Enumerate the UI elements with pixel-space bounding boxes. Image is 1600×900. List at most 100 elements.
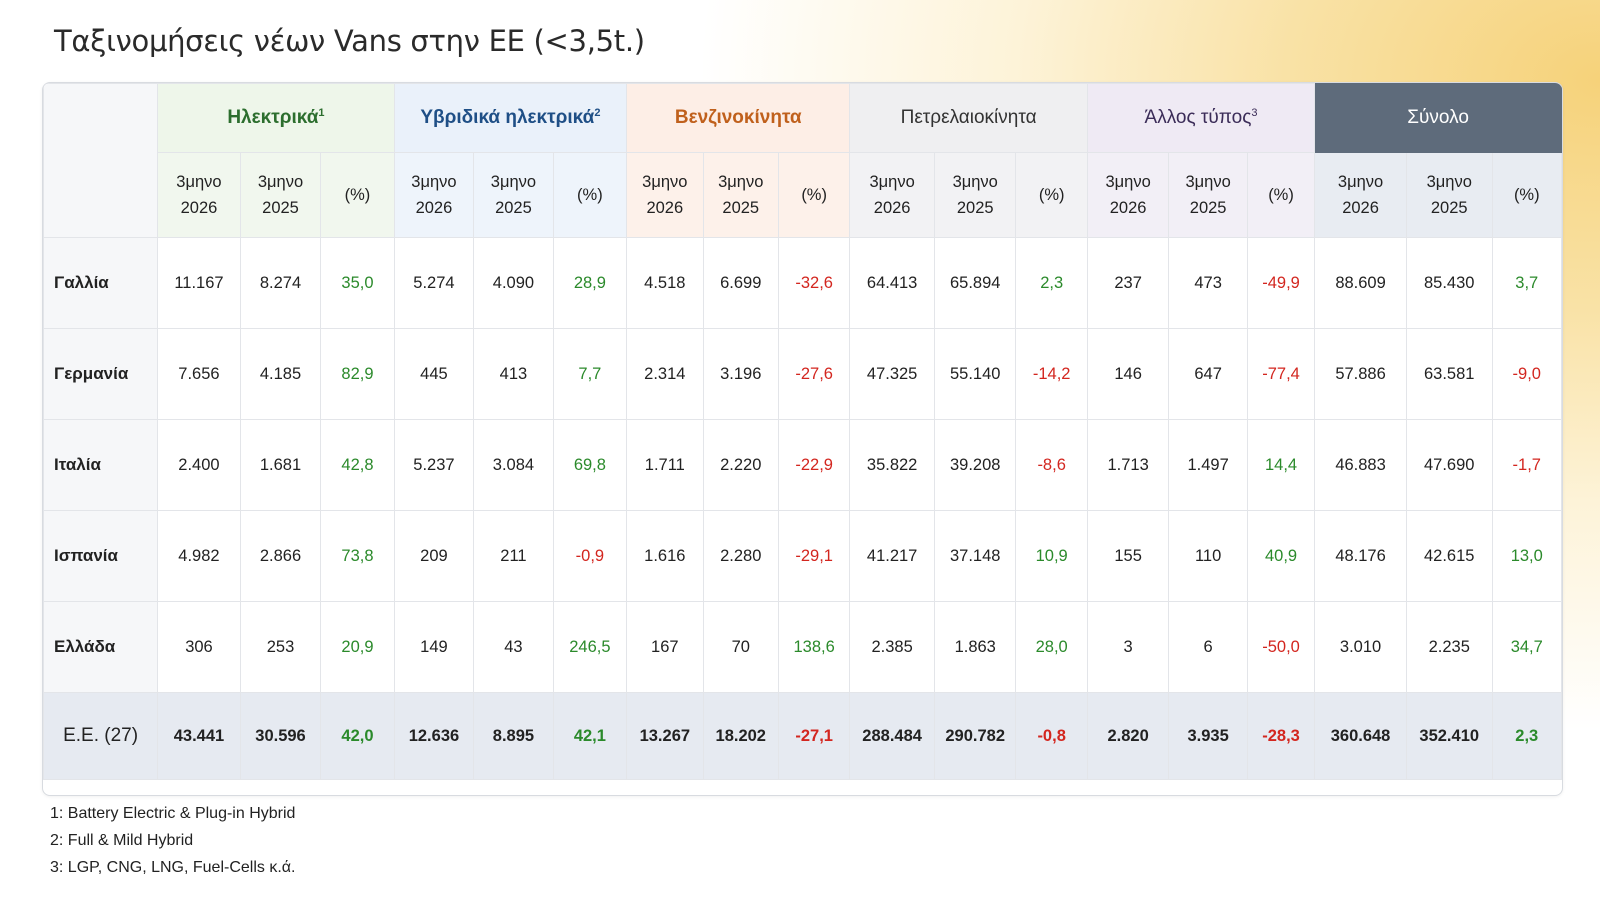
subheader-q1-2026: 3μηνο 2026 [626, 152, 704, 238]
subheader-year: 2026 [415, 199, 453, 217]
value-cell: 2.385 [849, 601, 935, 693]
value-cell: 647 [1168, 328, 1248, 420]
value-cell: 6.699 [702, 237, 779, 329]
value-cell: 6 [1168, 601, 1248, 693]
value-cell: 3.084 [473, 419, 554, 511]
value-cell: 110 [1168, 510, 1248, 602]
pct-change-cell: 69,8 [552, 419, 628, 511]
pct-change-cell: -27,1 [777, 692, 851, 780]
row-label-country: Ιταλία [43, 419, 159, 511]
subheader-pct: (%) [1491, 152, 1562, 238]
pct-change-cell: 13,0 [1491, 510, 1562, 602]
subheader-period: 3μηνο [718, 173, 764, 191]
row-label-country: Ελλάδα [43, 601, 159, 693]
subheader-q1-2025: 3μηνο 2025 [473, 152, 554, 238]
table-row: Γαλλία 11.167 8.274 35,0 5.274 4.090 28,9 4.518… [43, 237, 1562, 329]
pct-change-cell: 28,9 [552, 237, 628, 329]
value-cell: 18.202 [702, 692, 779, 780]
value-cell: 41.217 [849, 510, 935, 602]
value-cell: 290.782 [933, 692, 1017, 780]
corner-cell [43, 83, 159, 238]
value-cell: 306 [157, 601, 241, 693]
pct-change-cell: 246,5 [552, 601, 628, 693]
pct-change-cell: -50,0 [1246, 601, 1316, 693]
subheader-year: 2026 [646, 199, 684, 217]
group-header-diesel: Πετρελαιοκίνητα [849, 83, 1088, 153]
value-cell: 4.518 [626, 237, 704, 329]
subheader-q1-2026: 3μηνο 2026 [1086, 152, 1170, 238]
pct-change-cell: 42,1 [552, 692, 628, 780]
value-cell: 35.822 [849, 419, 935, 511]
value-cell: 360.648 [1314, 692, 1407, 780]
value-cell: 57.886 [1314, 328, 1407, 420]
subheader-period: 3μηνο [411, 173, 457, 191]
subheader-year: 2025 [495, 199, 532, 217]
pct-change-cell: 2,3 [1015, 237, 1088, 329]
value-cell: 445 [393, 328, 475, 420]
value-cell: 352.410 [1405, 692, 1493, 780]
pct-change-cell: 20,9 [320, 601, 395, 693]
row-label-country: Ε.Ε. (27) [43, 692, 159, 780]
subheader-period: 3μηνο [176, 173, 222, 191]
value-cell: 1.711 [626, 419, 704, 511]
row-label-country: Γερμανία [43, 328, 159, 420]
pct-change-cell: -0,9 [552, 510, 628, 602]
pct-change-cell: -32,6 [777, 237, 851, 329]
subheader-year: 2025 [722, 199, 760, 217]
value-cell: 2.866 [239, 510, 322, 602]
value-cell: 47.690 [1405, 419, 1493, 511]
value-cell: 1.713 [1086, 419, 1170, 511]
value-cell: 211 [473, 510, 554, 602]
value-cell: 8.274 [239, 237, 322, 329]
table-row: Ελλάδα 306 253 20,9 149 43 246,5 167 70 138,6 2.38… [43, 601, 1562, 693]
value-cell: 1.497 [1168, 419, 1248, 511]
pct-change-cell: 10,9 [1015, 510, 1088, 602]
pct-change-cell: -27,6 [777, 328, 851, 420]
value-cell: 4.185 [239, 328, 322, 420]
footnote-3: 3: LGP, CNG, LNG, Fuel-Cells κ.ά. [50, 859, 296, 876]
subheader-period: 3μηνο [952, 173, 998, 191]
value-cell: 46.883 [1314, 419, 1407, 511]
pct-change-cell: 7,7 [552, 328, 628, 420]
value-cell: 13.267 [626, 692, 704, 780]
value-cell: 1.616 [626, 510, 704, 602]
value-cell: 64.413 [849, 237, 935, 329]
value-cell: 42.615 [1405, 510, 1493, 602]
value-cell: 11.167 [157, 237, 241, 329]
value-cell: 4.090 [473, 237, 554, 329]
subheader-q1-2026: 3μηνο 2026 [1314, 152, 1407, 238]
pct-change-cell: -9,0 [1491, 328, 1562, 420]
subheader-year: 2025 [956, 199, 994, 217]
subheader-period: 3μηνο [490, 173, 537, 191]
subheader-q1-2025: 3μηνο 2025 [933, 152, 1017, 238]
pct-change-cell: 34,7 [1491, 601, 1562, 693]
subheader-q1-2025: 3μηνο 2025 [1168, 152, 1248, 238]
pct-change-cell: -29,1 [777, 510, 851, 602]
subheader-pct: (%) [1246, 152, 1316, 238]
subheader-q1-2025: 3μηνο 2025 [239, 152, 322, 238]
value-cell: 48.176 [1314, 510, 1407, 602]
subheader-year: 2026 [1342, 199, 1379, 217]
value-cell: 2.314 [626, 328, 704, 420]
value-cell: 4.982 [157, 510, 241, 602]
value-cell: 85.430 [1405, 237, 1493, 329]
registrations-table: Ηλεκτρικά1 Υβριδικά ηλεκτρικά2 Βενζινοκί… [43, 83, 1562, 780]
value-cell: 7.656 [157, 328, 241, 420]
value-cell: 5.237 [393, 419, 475, 511]
pct-change-cell: 2,3 [1491, 692, 1562, 780]
pct-change-cell: 40,9 [1246, 510, 1316, 602]
value-cell: 413 [473, 328, 554, 420]
subheader-pct: (%) [320, 152, 395, 238]
pct-change-cell: 42,0 [320, 692, 395, 780]
pct-change-cell: 3,7 [1491, 237, 1562, 329]
pct-change-cell: -28,3 [1246, 692, 1316, 780]
value-cell: 146 [1086, 328, 1170, 420]
value-cell: 12.636 [393, 692, 475, 780]
value-cell: 63.581 [1405, 328, 1493, 420]
group-header-total: Σύνολο [1314, 83, 1562, 153]
pct-change-cell: -22,9 [777, 419, 851, 511]
value-cell: 65.894 [933, 237, 1017, 329]
subheader-q1-2025: 3μηνο 2025 [702, 152, 779, 238]
value-cell: 2.820 [1086, 692, 1170, 780]
value-cell: 43.441 [157, 692, 241, 780]
